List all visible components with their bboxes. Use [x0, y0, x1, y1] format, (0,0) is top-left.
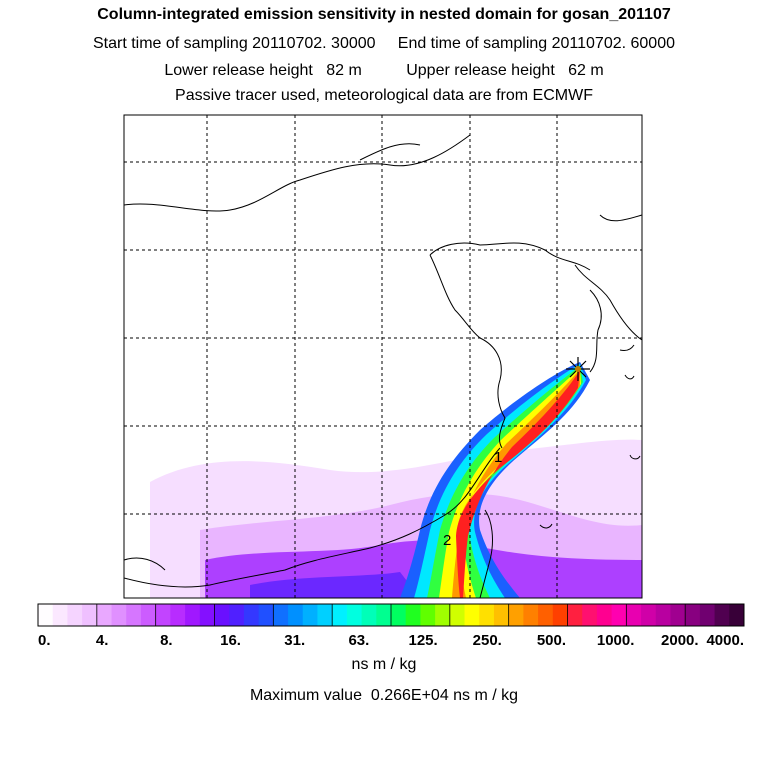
color-swatch: [243, 604, 260, 626]
color-swatch: [214, 604, 230, 626]
color-swatch: [714, 604, 730, 626]
color-swatch: [111, 604, 127, 626]
color-scale-label: 2000.: [661, 632, 699, 649]
lat-lon-grid: [124, 115, 642, 598]
color-scale-frame: [37, 603, 745, 627]
color-swatch: [288, 604, 304, 626]
color-swatch: [82, 604, 98, 626]
color-swatch: [655, 604, 671, 626]
color-scale-label: 1000.: [597, 632, 635, 649]
plot-title: Column-integrated emission sensitivity i…: [97, 6, 671, 23]
color-swatch: [464, 604, 480, 626]
color-swatch: [523, 604, 539, 626]
color-swatch: [229, 604, 245, 626]
color-swatch: [611, 604, 627, 626]
color-swatch: [552, 604, 568, 626]
color-swatch: [641, 604, 657, 626]
color-swatch: [435, 604, 451, 626]
color-swatch: [170, 604, 186, 626]
coastlines: [124, 134, 642, 598]
color-swatch: [126, 604, 142, 626]
color-scale-swatches: [38, 604, 745, 626]
color-swatch: [670, 604, 686, 626]
color-swatch: [361, 604, 377, 626]
color-swatch: [155, 604, 171, 626]
color-scale-label: 4.: [96, 632, 109, 649]
color-scale-label: 31.: [284, 632, 305, 649]
color-swatch: [493, 604, 510, 626]
color-scale-label: 8.: [160, 632, 173, 649]
color-swatch: [96, 604, 113, 626]
color-swatch: [67, 604, 83, 626]
sampling-time-line: Start time of sampling 20110702. 30000 E…: [92, 35, 675, 52]
color-swatch: [449, 604, 466, 626]
color-scale-bar: 0. 4. 8. 16. 31. 63. 125. 250. 500. 1000. 2000. 400…: [37, 603, 745, 649]
color-swatch: [538, 604, 554, 626]
release-height-line: Lower release height 82 m Upper release …: [164, 62, 604, 79]
color-scale-label: 16.: [220, 632, 241, 649]
color-swatch: [699, 604, 716, 626]
color-swatch: [317, 604, 333, 626]
color-scale-label: 4000.: [706, 632, 744, 649]
color-swatch: [729, 604, 745, 626]
color-scale-label: 125.: [408, 632, 437, 649]
color-swatch: [596, 604, 613, 626]
trajectory-marker-2: 2: [443, 532, 451, 549]
units-label: ns m / kg: [351, 656, 417, 673]
color-scale-label: 250.: [473, 632, 502, 649]
color-scale-label: 0.: [38, 632, 51, 649]
color-swatch: [405, 604, 421, 626]
color-swatch: [376, 604, 392, 626]
color-swatch: [479, 604, 495, 626]
color-swatch: [185, 604, 201, 626]
color-swatch: [199, 604, 215, 626]
color-swatch: [258, 604, 274, 626]
color-swatch: [332, 604, 348, 626]
color-swatch: [52, 604, 68, 626]
blue-band: [250, 572, 420, 598]
color-swatch: [391, 604, 407, 626]
maximum-value-label: Maximum value 0.266E+04 ns m / kg: [249, 687, 519, 704]
color-swatch: [302, 604, 318, 626]
color-scale-label: 500.: [537, 632, 566, 649]
color-scale-labels: 0. 4. 8. 16. 31. 63. 125. 250. 500. 1000. 2000. 400…: [38, 632, 744, 649]
color-swatch: [140, 604, 157, 626]
color-swatch: [346, 604, 363, 626]
map-frame: [123, 114, 643, 599]
color-swatch: [420, 604, 436, 626]
star-marker-icon: [566, 357, 590, 381]
plume-red: [456, 370, 580, 598]
color-swatch: [273, 604, 289, 626]
color-swatch: [38, 604, 54, 626]
color-swatch: [626, 604, 642, 626]
color-swatch: [685, 604, 701, 626]
trajectory-marker-1: 1: [494, 449, 502, 466]
tracer-info-line: Passive tracer used, meteorological data…: [175, 87, 593, 104]
color-swatch: [582, 604, 598, 626]
color-scale-label: 63.: [348, 632, 369, 649]
color-swatch: [508, 604, 524, 626]
color-swatch: [567, 604, 583, 626]
